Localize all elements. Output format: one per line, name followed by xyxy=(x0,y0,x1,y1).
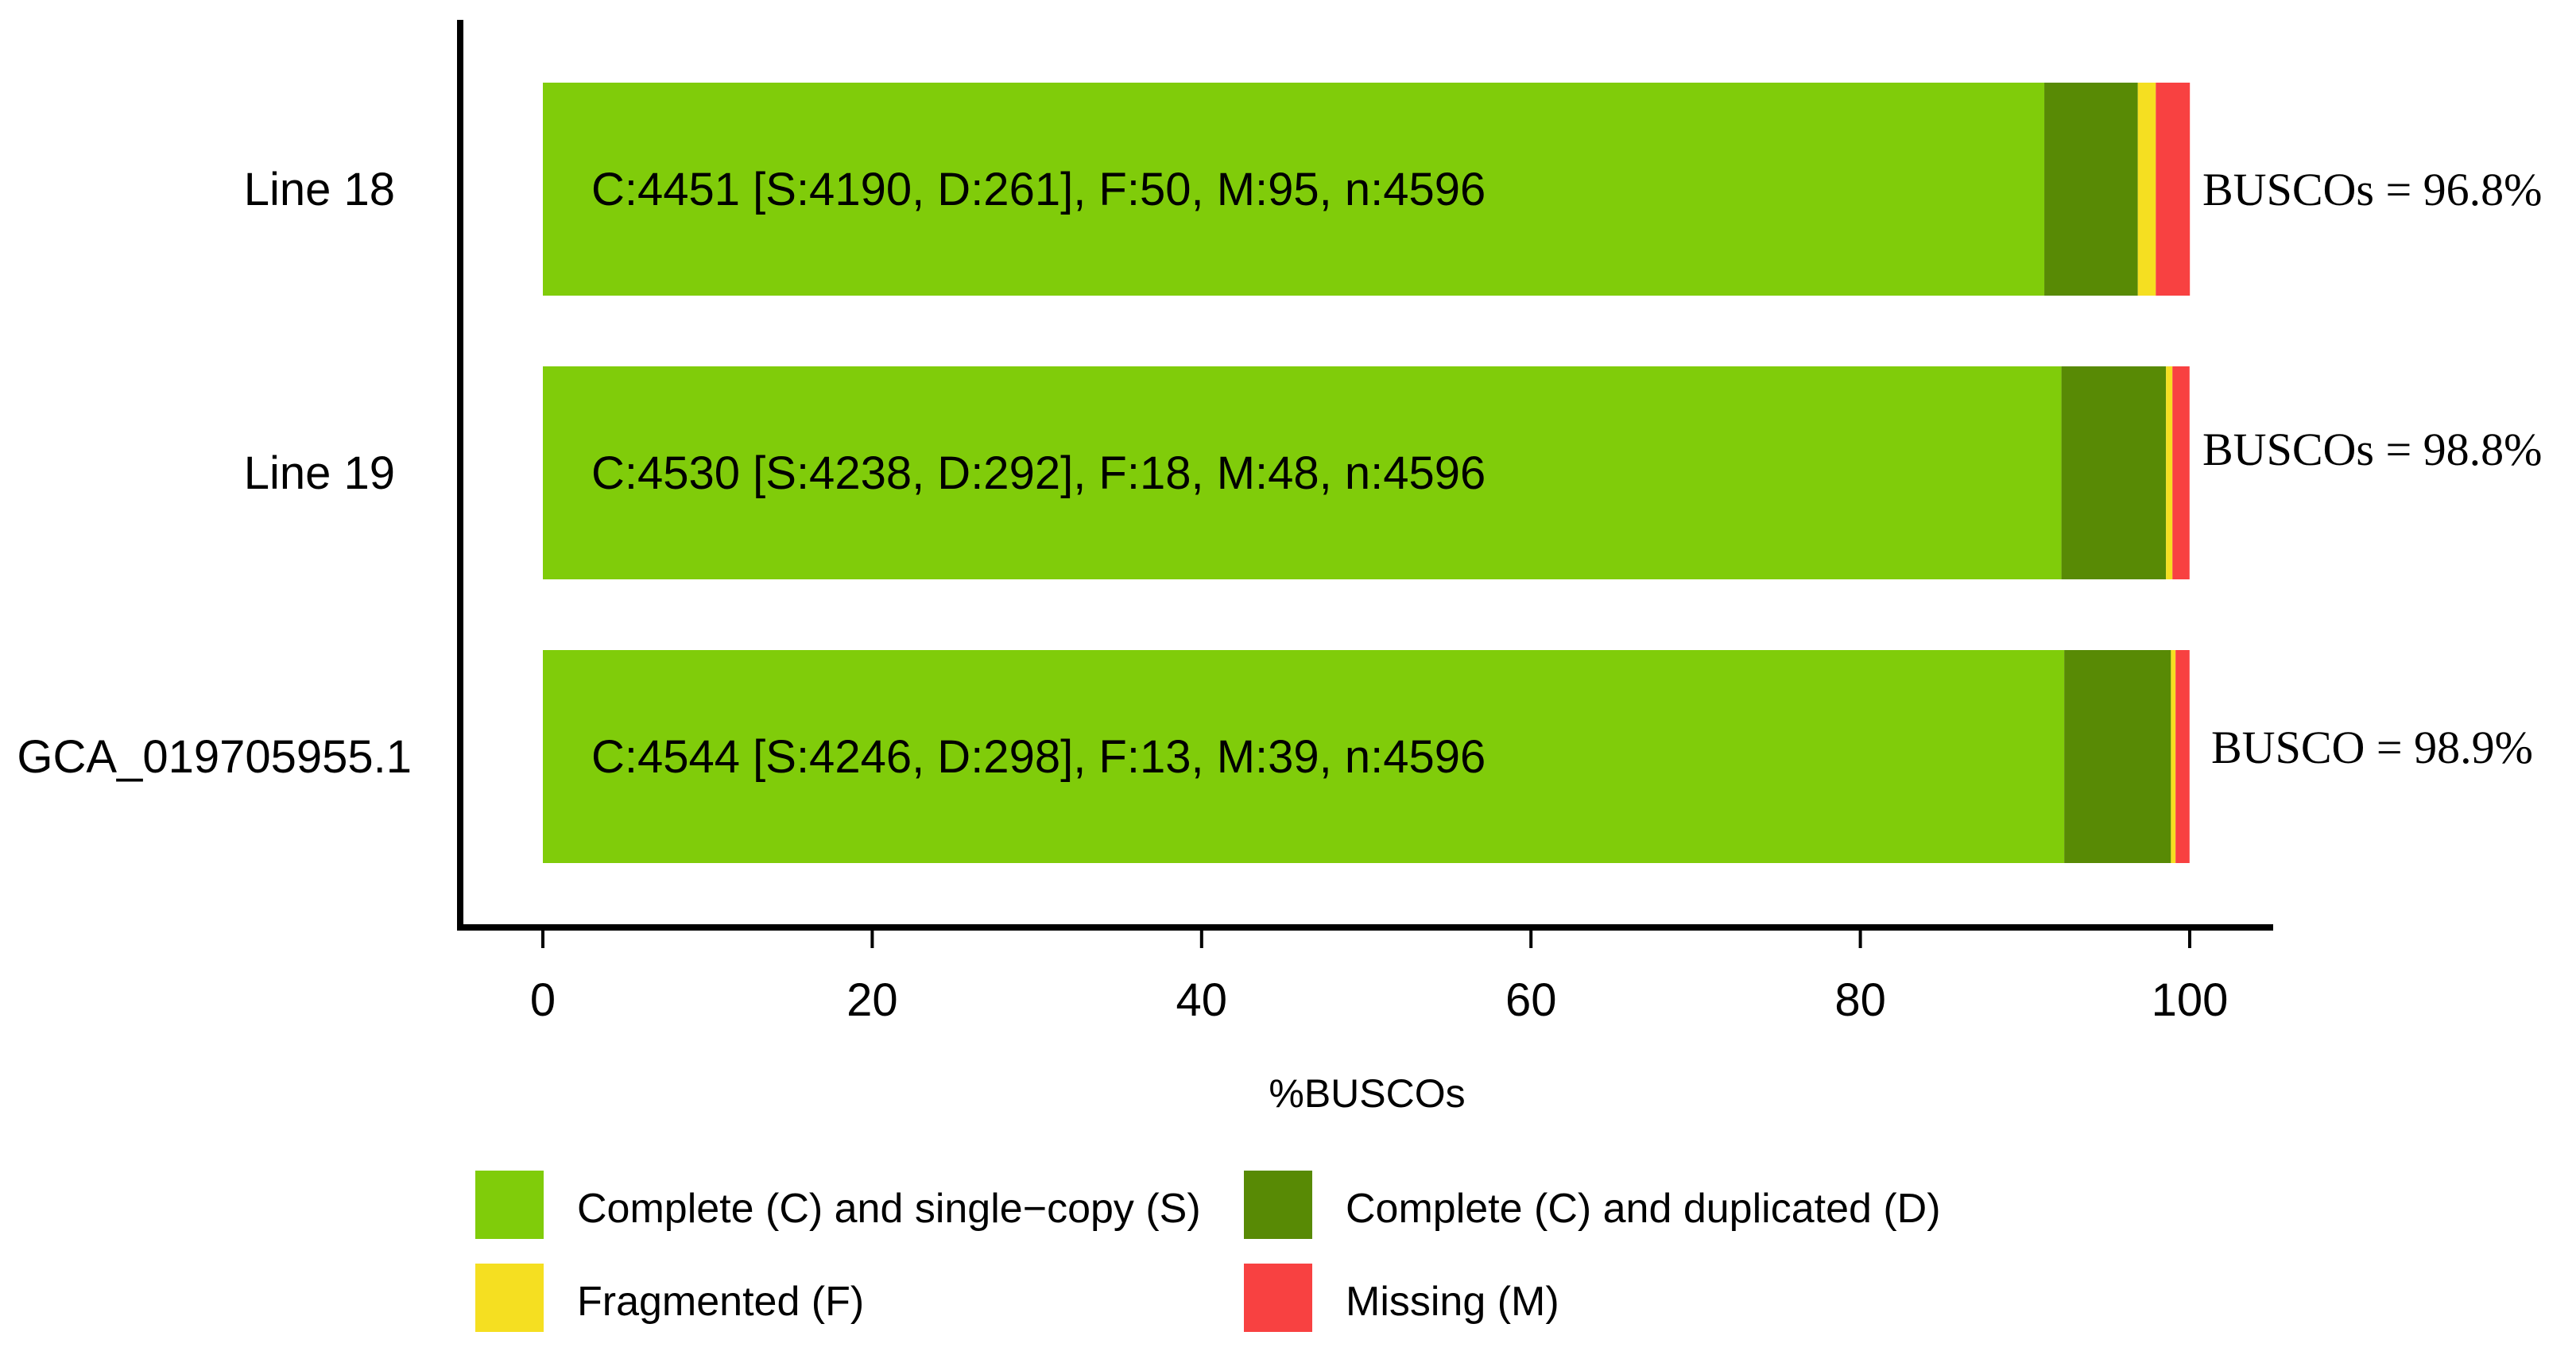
legend-swatch xyxy=(475,1264,544,1332)
bar-data-label: C:4530 [S:4238, D:292], F:18, M:48, n:45… xyxy=(591,447,1486,499)
category-label: Line 18 xyxy=(244,164,395,215)
bar-segment-4-row-2 xyxy=(2172,366,2190,579)
legend-swatch xyxy=(1244,1264,1312,1332)
legend-label: Missing (M) xyxy=(1346,1279,1559,1325)
x-tick-label: 20 xyxy=(846,974,898,1026)
category-label: GCA_019705955.1 xyxy=(17,731,412,783)
x-tick-label: 80 xyxy=(1834,974,1886,1026)
legend-swatch xyxy=(1244,1171,1312,1239)
x-tick-label: 60 xyxy=(1505,974,1557,1026)
bar-segment-4-row-3 xyxy=(2175,650,2190,863)
bars-group xyxy=(543,83,2191,863)
legend-swatch xyxy=(475,1171,544,1239)
axis-group xyxy=(457,20,2273,931)
bar-data-label: C:4451 [S:4190, D:261], F:50, M:95, n:45… xyxy=(591,164,1486,215)
bar-segment-3-row-2 xyxy=(2166,366,2173,579)
busco-annotation: BUSCOs = 98.8% xyxy=(2202,424,2543,475)
bar-segment-3-row-3 xyxy=(2171,650,2176,863)
x-tick-label: 100 xyxy=(2152,974,2229,1026)
bar-segment-2-row-1 xyxy=(2044,83,2138,296)
legend-label: Complete (C) and duplicated (D) xyxy=(1346,1186,1941,1232)
x-tick-label: 0 xyxy=(530,974,556,1026)
legend-label: Complete (C) and single−copy (S) xyxy=(577,1186,1201,1232)
legend: Complete (C) and single−copy (S) Complete… xyxy=(475,1171,1941,1332)
category-label: Line 19 xyxy=(244,447,395,499)
busco-annotation: BUSCOs = 96.8% xyxy=(2202,164,2543,215)
bar-segment-1-row-2 xyxy=(543,366,2062,579)
bar-segment-1-row-3 xyxy=(543,650,2065,863)
x-tick-label: 40 xyxy=(1176,974,1228,1026)
bar-segment-1-row-1 xyxy=(543,83,2045,296)
legend-label: Fragmented (F) xyxy=(577,1279,864,1325)
labels-group: Line 18 C:4451 [S:4190, D:261], F:50, M:9… xyxy=(17,164,2542,783)
bar-segment-2-row-3 xyxy=(2064,650,2171,863)
bar-segment-2-row-2 xyxy=(2061,366,2167,579)
bar-segment-4-row-1 xyxy=(2156,83,2191,296)
bar-segment-3-row-1 xyxy=(2137,83,2156,296)
x-axis-label: %BUSCOs xyxy=(1269,1071,1465,1116)
bar-data-label: C:4544 [S:4246, D:298], F:13, M:39, n:45… xyxy=(591,731,1486,783)
busco-annotation: BUSCO = 98.9% xyxy=(2211,722,2533,773)
ticks-group: 0 20 40 60 80 100 xyxy=(530,927,2229,1026)
